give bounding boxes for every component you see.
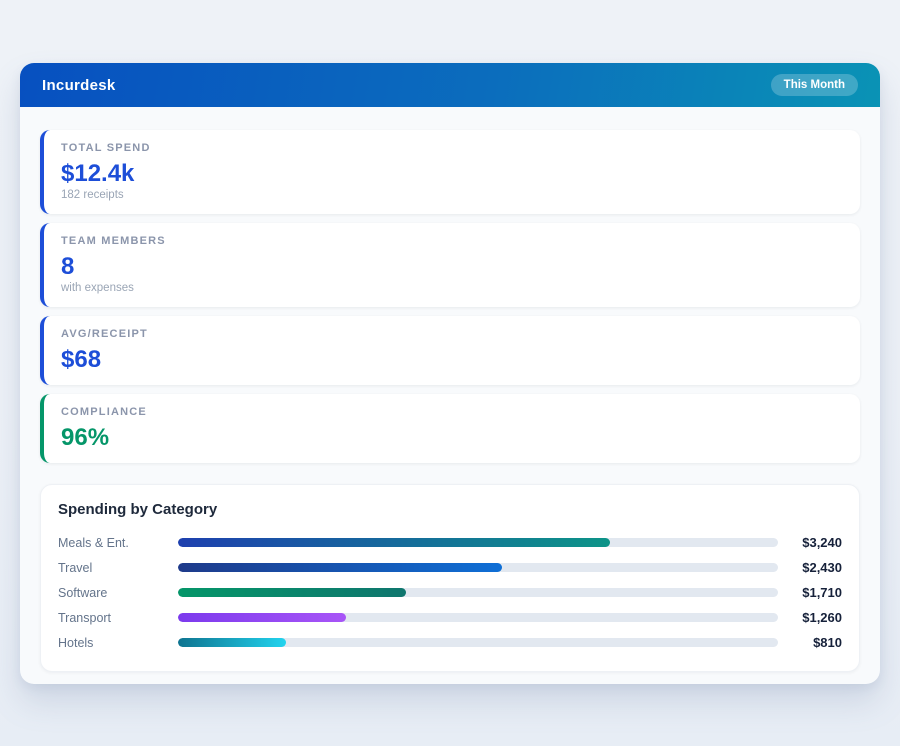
app-title: Incurdesk bbox=[42, 76, 116, 94]
category-value: $1,260 bbox=[802, 610, 842, 625]
stat-label: TOTAL SPEND bbox=[61, 142, 151, 154]
category-value: $1,710 bbox=[802, 585, 842, 600]
dashboard-card: Incurdesk This Month TOTAL SPEND $12.4k … bbox=[20, 63, 880, 684]
bar-track bbox=[178, 638, 778, 647]
category-value: $810 bbox=[813, 635, 842, 650]
category-label: Travel bbox=[58, 560, 93, 575]
bar-track bbox=[178, 588, 778, 597]
chart-title: Spending by Category bbox=[58, 501, 218, 518]
category-value: $2,430 bbox=[802, 560, 842, 575]
stat-value: $12.4k bbox=[61, 160, 135, 187]
chart-row-software: Software $1,710 bbox=[58, 580, 842, 605]
category-label: Transport bbox=[58, 610, 112, 625]
category-label: Meals & Ent. bbox=[58, 535, 129, 550]
stat-subtext: 182 receipts bbox=[61, 189, 124, 201]
chart-row-hotels: Hotels $810 bbox=[58, 630, 842, 655]
chart-row-meals: Meals & Ent. $3,240 bbox=[58, 530, 842, 555]
stat-label: COMPLIANCE bbox=[61, 406, 147, 418]
bar-track bbox=[178, 538, 778, 547]
stat-subtext: with expenses bbox=[61, 282, 134, 294]
stat-value: 96% bbox=[61, 424, 110, 451]
stat-label: AVG/RECEIPT bbox=[61, 328, 148, 340]
stat-label: TEAM MEMBERS bbox=[61, 235, 166, 247]
app-header: Incurdesk This Month bbox=[20, 63, 880, 107]
bar-fill-travel bbox=[178, 563, 502, 572]
bar-fill-meals bbox=[178, 538, 610, 547]
bar-fill-software bbox=[178, 588, 406, 597]
stat-value: 8 bbox=[61, 253, 75, 280]
category-value: $3,240 bbox=[802, 535, 842, 550]
bar-track bbox=[178, 613, 778, 622]
bar-track bbox=[178, 563, 778, 572]
spending-by-category-card: Spending by Category Meals & Ent. $3,240… bbox=[40, 484, 860, 672]
stat-value: $68 bbox=[61, 346, 102, 373]
category-label: Software bbox=[58, 585, 108, 600]
stat-card-compliance: COMPLIANCE 96% bbox=[40, 394, 860, 463]
stat-card-total-spend: TOTAL SPEND $12.4k 182 receipts bbox=[40, 130, 860, 214]
chart-row-travel: Travel $2,430 bbox=[58, 555, 842, 580]
period-badge[interactable]: This Month bbox=[770, 74, 858, 96]
stat-card-avg-receipt: AVG/RECEIPT $68 bbox=[40, 316, 860, 385]
bar-fill-transport bbox=[178, 613, 346, 622]
category-label: Hotels bbox=[58, 635, 94, 650]
stat-card-team-members: TEAM MEMBERS 8 with expenses bbox=[40, 223, 860, 307]
dashboard-content: TOTAL SPEND $12.4k 182 receipts TEAM MEM… bbox=[20, 107, 880, 692]
chart-row-transport: Transport $1,260 bbox=[58, 605, 842, 630]
bar-fill-hotels bbox=[178, 638, 286, 647]
